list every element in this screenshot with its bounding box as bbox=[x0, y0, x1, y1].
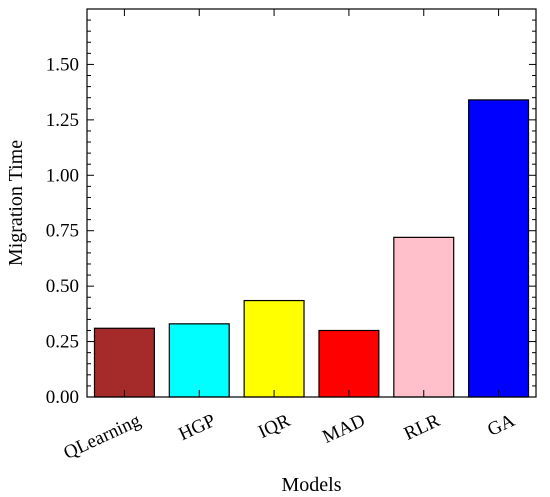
plot-frame bbox=[86, 8, 537, 398]
x-tick-label: MAD bbox=[319, 410, 368, 448]
bar-rlr bbox=[393, 236, 455, 398]
bar-hgp bbox=[168, 323, 230, 398]
y-tick-label: 1.00 bbox=[46, 165, 79, 186]
x-tick-label: IQR bbox=[255, 410, 294, 443]
bar-iqr bbox=[243, 299, 305, 398]
y-tick-label: 1.50 bbox=[46, 54, 79, 75]
y-tick-label: 0.50 bbox=[46, 276, 79, 297]
bar-qlearning bbox=[93, 327, 155, 398]
bar-mad bbox=[318, 329, 380, 398]
x-tick-label: HGP bbox=[175, 410, 218, 445]
y-tick-label: 0.25 bbox=[46, 332, 79, 353]
y-axis-label: Migration Time bbox=[5, 140, 27, 266]
bars-layer bbox=[93, 99, 530, 398]
y-tick-label: 0.75 bbox=[46, 221, 79, 242]
x-tick-label: GA bbox=[484, 410, 518, 441]
x-tick-label: RLR bbox=[401, 410, 444, 445]
y-tick-label: 0.00 bbox=[46, 387, 79, 408]
y-tick-label: 1.25 bbox=[46, 110, 79, 131]
bar-ga bbox=[468, 99, 530, 398]
x-axis-label: Models bbox=[282, 474, 342, 496]
x-tick-label: QLearning bbox=[60, 410, 144, 464]
